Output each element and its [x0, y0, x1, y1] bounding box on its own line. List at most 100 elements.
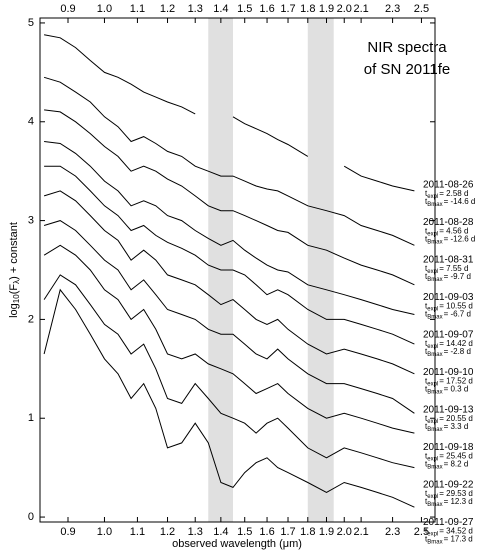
spectrum-line	[43, 274, 415, 469]
series-time: tBmax= -9.7 d	[425, 272, 471, 282]
time-value: = 17.3 d	[444, 535, 473, 544]
time-subscript: Bmax	[427, 389, 442, 395]
series-label: 2011-09-22	[423, 480, 474, 491]
time-symbol: t	[425, 497, 428, 506]
time-value: = -2.8 d	[444, 347, 471, 356]
x-tick-label: 1.0	[97, 3, 112, 15]
time-value: = 20.55 d	[439, 414, 473, 423]
time-value: = 10.55 d	[439, 302, 473, 311]
time-subscript: expl	[427, 306, 438, 312]
series-label: 2011-09-18	[423, 442, 474, 453]
time-value: = 14.42 d	[439, 339, 473, 348]
x-tick-label: 1.6	[259, 526, 274, 538]
time-symbol: t	[425, 197, 428, 206]
series-time: tBmax= -6.7 d	[425, 310, 471, 320]
y-tick-label: 0	[28, 511, 34, 523]
title-line: of SN 2011fe	[364, 61, 450, 78]
series-time: texpl= 34.52 d	[425, 527, 473, 537]
x-tick-label: 1.0	[97, 526, 112, 538]
time-value: = -12.6 d	[444, 235, 476, 244]
y-axis-label: log10(Fλ) + constant	[8, 222, 21, 318]
time-value: = 3.3 d	[444, 422, 469, 431]
time-subscript: Bmax	[427, 239, 442, 245]
x-tick-label: 1.1	[130, 3, 145, 15]
time-subscript: Bmax	[427, 314, 442, 320]
time-value: = -6.7 d	[444, 310, 471, 319]
x-tick-label: 1.7	[280, 526, 295, 538]
series-label: 2011-08-31	[423, 255, 474, 266]
spectrum-line	[44, 141, 415, 315]
x-tick-label: 0.9	[60, 3, 75, 15]
time-subscript: Bmax	[427, 427, 442, 433]
x-tick-label: 1.1	[130, 526, 145, 538]
series-time: texpl= 20.55 d	[425, 414, 473, 424]
spectrum-line	[43, 76, 415, 246]
y-label-part: λ	[12, 280, 21, 284]
x-tick-label: 1.6	[259, 3, 274, 15]
y-label-part: log	[8, 303, 20, 318]
x-axis-label: observed wavelength (μm)	[172, 538, 302, 550]
time-symbol: t	[425, 460, 428, 469]
time-value: = -9.7 d	[444, 272, 471, 281]
x-tick-label: 1.4	[213, 3, 228, 15]
y-label-part: 10	[12, 294, 21, 303]
series-label: 2011-09-13	[423, 405, 474, 416]
series-time: tBmax= -12.6 d	[425, 235, 475, 245]
y-tick-label: 3	[28, 214, 34, 226]
series-time: tBmax= 17.3 d	[425, 535, 473, 545]
spectrum-line	[43, 244, 415, 434]
plot-frame	[39, 17, 436, 523]
time-subscript: expl	[427, 381, 438, 387]
series-time: texpl= 25.45 d	[425, 452, 473, 462]
series-time: texpl= 10.55 d	[425, 302, 473, 312]
time-symbol: t	[425, 414, 428, 423]
time-value: = 7.55 d	[439, 264, 468, 273]
series-time: texpl= 14.42 d	[425, 339, 473, 349]
time-value: = 4.56 d	[439, 227, 468, 236]
time-subscript: expl	[427, 456, 438, 462]
time-symbol: t	[425, 339, 428, 348]
time-symbol: t	[425, 377, 428, 386]
time-subscript: Bmax	[427, 464, 442, 470]
time-subscript: Bmax	[427, 539, 442, 545]
time-value: = 29.53 d	[439, 489, 473, 498]
time-subscript: expl	[427, 231, 438, 237]
series-label: 2011-09-03	[423, 292, 474, 303]
time-symbol: t	[425, 385, 428, 394]
x-tick-label: 1.8	[300, 526, 315, 538]
x-tick-label: 2.3	[385, 3, 400, 15]
x-tick-label: 0.9	[60, 526, 75, 538]
x-tick-label: 2.5	[414, 3, 429, 15]
shaded-band	[307, 18, 334, 522]
x-tick-label: 1.2	[160, 526, 175, 538]
time-symbol: t	[425, 302, 428, 311]
series-time: texpl= 7.55 d	[425, 264, 468, 274]
time-value: = 34.52 d	[439, 527, 473, 536]
time-symbol: t	[425, 310, 428, 319]
x-tick-label: 1.2	[160, 3, 175, 15]
x-tick-label: 1.9	[319, 3, 334, 15]
title-line: NIR spectra	[367, 39, 447, 56]
y-tick-label: 1	[28, 412, 34, 424]
x-tick-label: 2.5	[414, 526, 429, 538]
time-subscript: expl	[427, 269, 438, 275]
time-value: = 2.58 d	[439, 189, 468, 198]
x-tick-label: 1.9	[319, 526, 334, 538]
time-symbol: t	[425, 235, 428, 244]
time-symbol: t	[425, 264, 428, 273]
series-time: tBmax= 3.3 d	[425, 422, 468, 432]
x-tick-label: 1.4	[213, 526, 228, 538]
time-subscript: expl	[427, 494, 438, 500]
series-label: 2011-08-26	[423, 180, 474, 191]
series-time: texpl= 17.52 d	[425, 377, 473, 387]
x-tick-label: 1.3	[188, 526, 203, 538]
series-time: tBmax= 12.3 d	[425, 497, 473, 507]
x-tick-label: 1.3	[188, 3, 203, 15]
spectrum-line	[43, 288, 415, 508]
time-value: = 8.2 d	[444, 460, 469, 469]
series-time: tBmax= -2.8 d	[425, 347, 471, 357]
time-symbol: t	[425, 452, 428, 461]
series-label: 2011-09-07	[423, 330, 474, 341]
time-symbol: t	[425, 189, 428, 198]
y-tick-label: 4	[28, 116, 34, 128]
